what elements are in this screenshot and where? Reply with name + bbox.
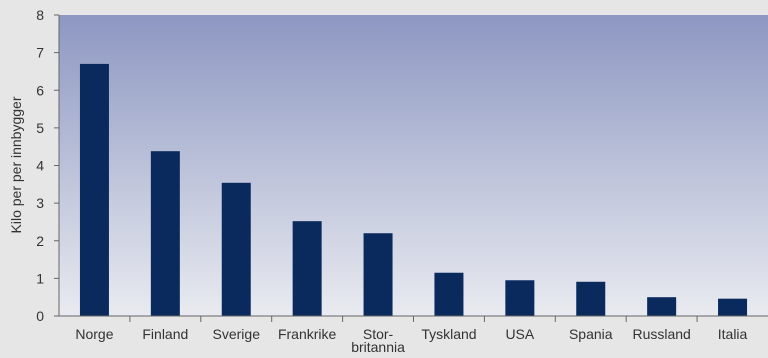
y-axis-label: Kilo per per innbygger — [8, 96, 24, 233]
bar-finland — [150, 151, 180, 316]
bar-frankrike — [292, 221, 322, 316]
x-tick-label: Russland — [632, 326, 690, 342]
x-ticks-group: Norge Finland Sverige Frankrike Stor-britann… — [75, 316, 748, 355]
y-tick-label: 2 — [36, 233, 44, 249]
y-tick-label: 6 — [36, 82, 44, 98]
y-tick-label: 4 — [36, 158, 44, 174]
x-tick-label: Spania — [569, 326, 613, 342]
x-tick-label: Finland — [142, 326, 188, 342]
bar-spania — [576, 281, 606, 316]
y-tick-label: 8 — [36, 7, 44, 23]
bars-group — [79, 63, 748, 316]
bar-norge — [79, 63, 109, 316]
x-tick-label: Stor-britannia — [351, 326, 405, 355]
bar-usa — [505, 280, 535, 316]
bar-russland — [647, 297, 677, 316]
x-tick-label: Tyskland — [421, 326, 476, 342]
x-tick-label: Frankrike — [278, 326, 337, 342]
y-tick-label: 1 — [36, 270, 44, 286]
y-ticks-group: 0 1 2 3 4 5 6 7 8 — [36, 7, 59, 324]
bar-tyskland — [434, 272, 464, 316]
bar-sverige — [221, 182, 251, 316]
x-tick-label: Sverige — [213, 326, 261, 342]
bar-italia — [718, 298, 748, 316]
y-tick-label: 5 — [36, 120, 44, 136]
bar-stor-britannia — [363, 233, 393, 316]
x-tick-label: Italia — [718, 326, 748, 342]
y-tick-label: 0 — [36, 308, 44, 324]
y-tick-label: 7 — [36, 45, 44, 61]
x-tick-label: Norge — [75, 326, 113, 342]
x-tick-label: USA — [505, 326, 534, 342]
y-tick-label: 3 — [36, 195, 44, 211]
